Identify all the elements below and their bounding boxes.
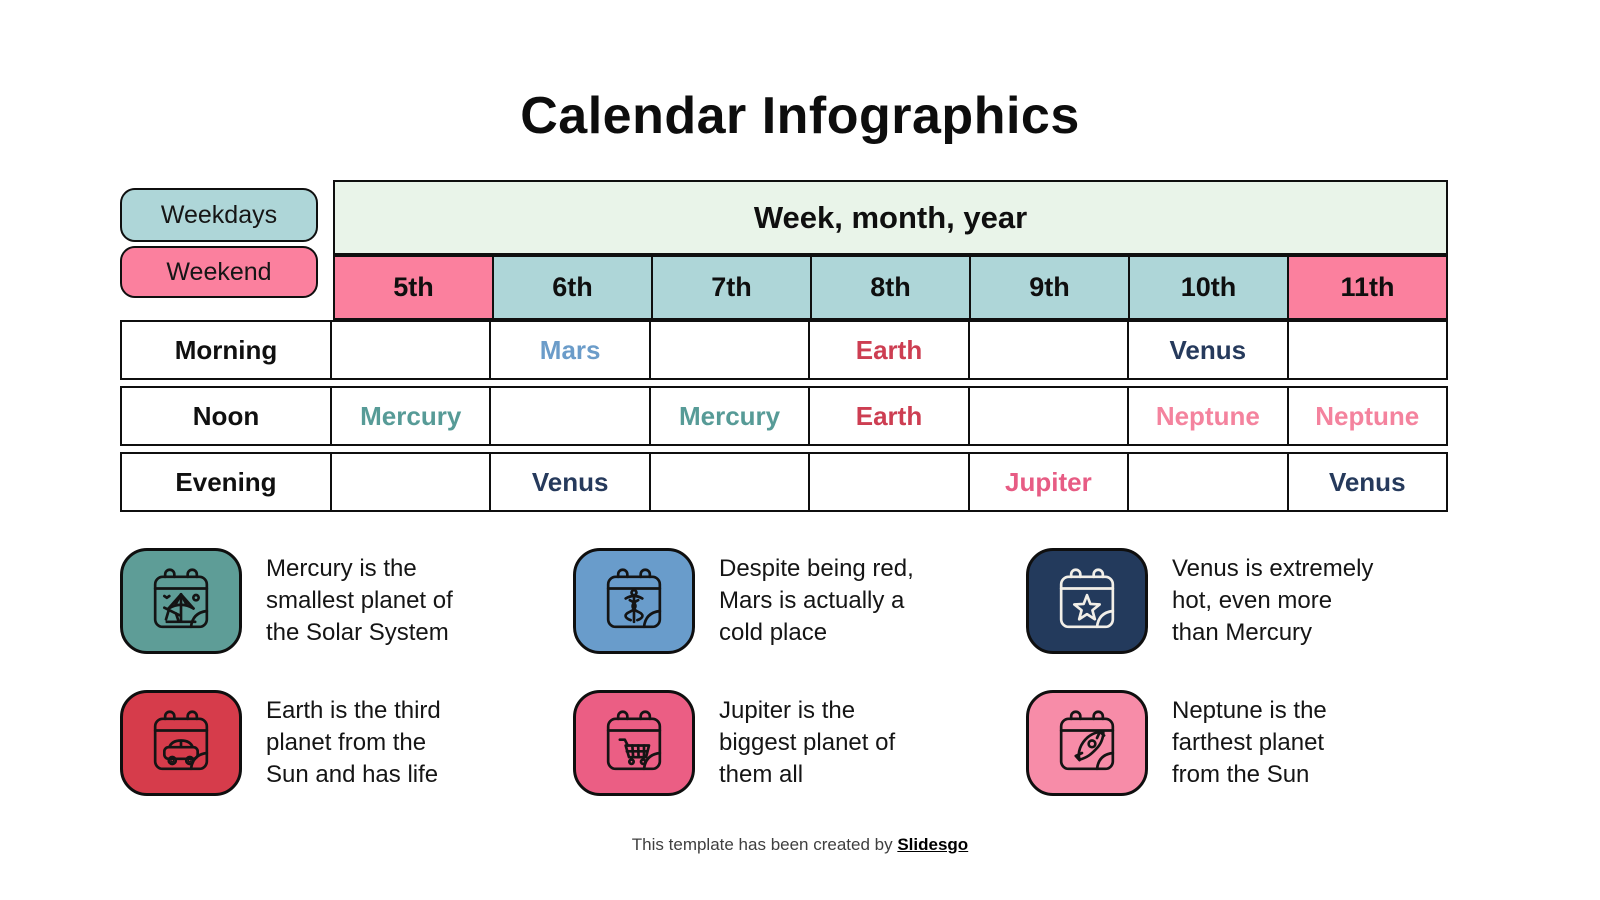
beach-umbrella-calendar-icon	[120, 548, 242, 654]
cell-venus: Venus	[1129, 322, 1289, 378]
table-row: Evening Venus Jupiter Venus	[120, 452, 1448, 512]
caduceus-calendar-icon	[573, 548, 695, 654]
table-row: Morning Mars Earth Venus	[120, 320, 1448, 380]
cell-mars: Mars	[491, 322, 651, 378]
day-header-8th: 8th	[812, 257, 971, 318]
footer: This template has been created by Slides…	[0, 835, 1600, 855]
cell-venus: Venus	[1328, 466, 1406, 497]
day-header-5th: 5th	[335, 257, 494, 318]
info-card: Earth is the third planet from the Sun a…	[120, 690, 573, 796]
info-card: Jupiter is the biggest planet of them al…	[573, 690, 1026, 796]
cell-mercury: Mercury	[332, 388, 492, 444]
card-text: Jupiter is the biggest planet of them al…	[719, 697, 896, 788]
card-text: Despite being red, Mars is actually a co…	[719, 555, 914, 646]
rocket-calendar-icon	[1026, 690, 1148, 796]
card-text: Earth is the third planet from the Sun a…	[266, 697, 441, 788]
cell-earth: Earth	[810, 388, 970, 444]
cell-jupiter: Jupiter	[970, 454, 1130, 510]
table-row: Noon Mercury Mercury Earth Neptune Neptune	[120, 386, 1448, 446]
legend-weekdays-badge: Weekdays	[120, 188, 318, 242]
car-calendar-icon	[120, 690, 242, 796]
cell-empty	[810, 454, 970, 510]
table-title-text: Week, month, year	[753, 199, 1028, 235]
row-label-evening: Evening	[122, 454, 332, 510]
cell-venus: Venus	[491, 454, 651, 510]
slidesgo-link[interactable]: Slidesgo	[897, 835, 969, 854]
info-card: Despite being red, Mars is actually a co…	[573, 548, 1026, 654]
row-label-morning: Morning	[122, 322, 332, 378]
cell-empty	[332, 322, 492, 378]
cell-neptune: Neptune	[1315, 400, 1420, 431]
day-header-row: 5th 6th 7th 8th 9th 10th 11th	[333, 255, 1448, 320]
card-text: Mercury is the smallest planet of the So…	[266, 555, 453, 646]
day-header-11th: 11th	[1289, 257, 1446, 318]
legend-weekend-label: Weekend	[166, 257, 272, 286]
cell-empty	[651, 454, 811, 510]
cell-empty	[1289, 322, 1446, 378]
day-header-9th: 9th	[971, 257, 1130, 318]
row-label-noon: Noon	[122, 388, 332, 444]
cards-grid: Mercury is the smallest planet of the So…	[120, 548, 1466, 796]
star-calendar-icon	[1026, 548, 1148, 654]
table-title-cell: Week, month, year	[333, 180, 1448, 255]
page-title: Calendar Infographics	[520, 87, 1080, 145]
table-rows: Morning Mars Earth Venus Noon Mercury Mercury E…	[120, 320, 1448, 512]
cell-empty	[970, 388, 1130, 444]
info-card: Mercury is the smallest planet of the So…	[120, 548, 573, 654]
cell-neptune: Neptune	[1129, 388, 1289, 444]
legend-weekdays-label: Weekdays	[160, 200, 278, 229]
legend-weekend-badge: Weekend	[120, 246, 318, 298]
day-header-6th: 6th	[494, 257, 653, 318]
day-header-7th: 7th	[653, 257, 812, 318]
day-header-10th: 10th	[1130, 257, 1289, 318]
card-text: Venus is extremely hot, even more than M…	[1172, 555, 1374, 646]
cell-empty	[651, 322, 811, 378]
cell-mercury: Mercury	[651, 388, 811, 444]
info-card: Neptune is the farthest planet from the …	[1026, 690, 1466, 796]
info-card: Venus is extremely hot, even more than M…	[1026, 548, 1466, 654]
shopping-cart-calendar-icon	[573, 690, 695, 796]
cell-earth: Earth	[810, 322, 970, 378]
footer-text: This template has been created by	[631, 835, 898, 854]
cell-empty	[1129, 454, 1289, 510]
cell-empty	[491, 388, 651, 444]
cell-empty	[970, 322, 1130, 378]
cell-empty	[332, 454, 492, 510]
card-text: Neptune is the farthest planet from the …	[1172, 697, 1327, 788]
